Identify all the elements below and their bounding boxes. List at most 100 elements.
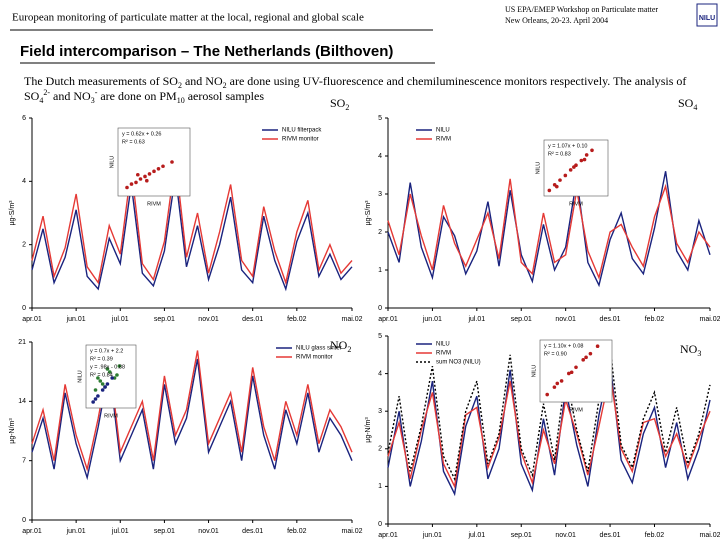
panel-label-text: NO	[680, 342, 698, 356]
x-tick-label: jun.01	[422, 316, 442, 323]
inset-point	[555, 381, 560, 386]
inset-point	[138, 177, 143, 181]
y-tick-label: 5	[378, 115, 382, 122]
inset-ylabel: NILU	[109, 156, 115, 169]
legend-label: NILU glass sinter	[296, 346, 342, 352]
panel-label: SO2	[330, 96, 349, 112]
legend-label: NILU	[436, 342, 450, 348]
inset-ylabel: NILU	[535, 162, 541, 175]
header-left: European monitoring of particulate matte…	[12, 12, 364, 24]
x-tick-label: jul.01	[111, 528, 129, 535]
description: The Dutch measurements of SO2 and NO2 ar…	[24, 74, 686, 90]
x-tick-label: feb.02	[287, 316, 307, 323]
inset-point	[584, 355, 588, 360]
legend-label: RIVM monitor	[282, 137, 319, 143]
inset-point	[545, 392, 549, 397]
x-tick-label: jun.01	[66, 316, 86, 323]
series-line	[387, 347, 711, 482]
y-tick-label: 4	[22, 178, 26, 185]
legend-label: RIVM	[436, 351, 451, 357]
inset-point	[108, 370, 112, 374]
inset-annotation: R² = 0.84	[90, 372, 113, 378]
inset-point	[91, 400, 95, 404]
inset-annotation: y = 0.7x + 2.2	[90, 348, 123, 354]
inset-point	[134, 180, 138, 185]
y-tick-label: 0	[378, 305, 382, 312]
panel-label-sub: 2	[345, 103, 349, 112]
inset-point	[555, 184, 559, 189]
inset-point	[100, 388, 105, 392]
legend-label: NILU filterpack	[282, 128, 322, 134]
inset-point	[125, 185, 129, 190]
y-axis-label: µg-S/m³	[9, 200, 16, 226]
y-tick-label: 2	[22, 242, 26, 249]
series-line	[31, 159, 353, 286]
title: Field intercomparison – The Netherlands …	[20, 43, 393, 60]
x-tick-label: mai.02	[699, 316, 720, 323]
x-tick-label: jul.01	[111, 316, 129, 323]
inset-point	[558, 178, 562, 182]
x-tick-label: mai.02	[699, 532, 720, 539]
inset-xlabel: RIVM	[569, 407, 583, 413]
legend-label: RIVM	[436, 137, 451, 143]
x-tick-label: nov.01	[555, 316, 576, 323]
y-tick-label: 7	[22, 458, 26, 465]
x-tick-label: apr.01	[378, 532, 398, 539]
y-tick-label: 4	[378, 153, 382, 160]
inset-point	[572, 165, 576, 169]
x-tick-label: apr.01	[22, 316, 42, 323]
y-tick-label: 5	[378, 333, 382, 340]
panel-label-sub: 4	[693, 103, 697, 112]
inset-point	[147, 172, 152, 176]
inset-point	[568, 168, 573, 172]
inset-frame	[85, 344, 137, 409]
inset-annotation: y = 1.07x + 0.10	[548, 143, 587, 149]
panel-label: NO2	[330, 338, 351, 354]
series-line	[387, 178, 711, 280]
inset-annotation: R² = 0.83	[548, 151, 571, 157]
y-tick-label: 3	[378, 191, 382, 198]
inset-frame	[117, 127, 191, 197]
legend-label: sum NO3 (NILU)	[436, 360, 481, 366]
inset-point	[110, 376, 114, 380]
inset-xlabel: RIVM	[147, 201, 161, 207]
inset-annotation: R² = 0.63	[122, 139, 145, 145]
inset-point	[100, 382, 105, 386]
x-tick-label: apr.01	[378, 316, 398, 323]
series-line	[387, 373, 711, 489]
inset-annotation: y = 0.62x + 0.26	[122, 131, 161, 137]
x-tick-label: jul.01	[467, 532, 485, 539]
inset-point	[103, 385, 107, 389]
x-tick-label: jul.01	[467, 316, 485, 323]
logo-text: NILU	[699, 15, 715, 22]
inset-point	[574, 365, 578, 370]
inset-point	[93, 388, 98, 392]
inset-point	[156, 167, 161, 171]
series-line	[31, 358, 353, 481]
inset-point	[569, 370, 574, 375]
legend-label: NILU	[436, 128, 450, 134]
inset-ylabel: NILU	[531, 365, 537, 378]
inset-point	[143, 174, 147, 179]
y-tick-label: 0	[378, 521, 382, 528]
header-right: US EPA/EMEP Workshop on Particulate matt…	[505, 5, 658, 14]
panel-label-sub: 2	[347, 345, 351, 354]
inset-point	[93, 397, 98, 401]
x-tick-label: mai.02	[341, 528, 362, 535]
inset-point	[584, 153, 589, 157]
x-tick-label: mai.02	[341, 316, 362, 323]
inset-point	[98, 379, 103, 383]
inset-point	[590, 148, 594, 153]
inset-annotation: R² = 0.39	[90, 356, 113, 362]
x-tick-label: sep.01	[154, 528, 175, 535]
y-axis-label: µg-N/m³	[9, 418, 16, 444]
y-tick-label: 1	[378, 483, 382, 490]
series-line	[387, 171, 711, 288]
inset-annotation: y = 1.10x + 0.08	[544, 343, 583, 349]
y-tick-label: 0	[22, 305, 26, 312]
inset-point	[105, 367, 110, 371]
inset-annotation: R² = 0.90	[544, 351, 567, 357]
inset-point	[96, 394, 100, 398]
inset-point	[96, 376, 100, 380]
